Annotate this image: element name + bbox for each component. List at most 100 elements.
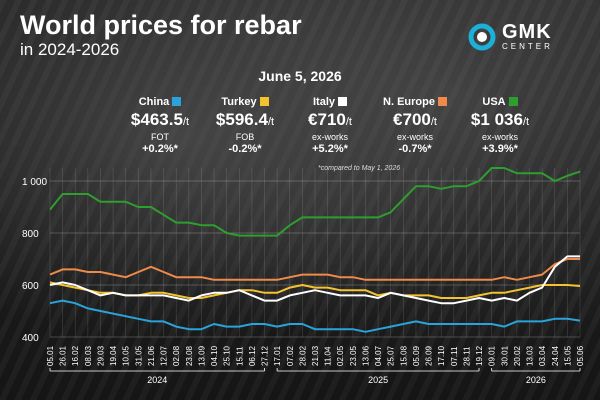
legend-basis: ex-works (311, 132, 348, 142)
x-tick-label: 25.07 (387, 345, 396, 366)
legend-price-value: 596.4 (225, 110, 268, 129)
x-tick-label: 19.04 (109, 345, 118, 366)
x-tick-label: 07.02 (286, 345, 295, 366)
x-tick-label: 21.06 (147, 345, 156, 366)
x-tick-label: 30.01 (500, 345, 509, 366)
legend-name: Turkey (190, 96, 300, 108)
legend-name-text: Turkey (221, 96, 257, 108)
legend-basis: FOT (151, 132, 169, 142)
legend-swatch (338, 97, 347, 106)
logo-icon (468, 23, 496, 51)
legend-unit: /t (430, 116, 437, 128)
legend-change: +5.2%* (312, 143, 348, 155)
year-label: 2025 (368, 375, 388, 385)
x-tick-label: 23.05 (349, 345, 358, 366)
comparison-note: *compared to May 1, 2026 (318, 165, 401, 172)
x-tick-label: 13.09 (197, 345, 206, 366)
page-title: World prices for rebar (20, 10, 302, 40)
series-line-n-europe (49, 258, 580, 281)
x-tick-label: 13.06 (361, 345, 370, 366)
series-line-china (49, 299, 581, 333)
x-tick-label: 15.08 (399, 345, 408, 366)
x-tick-label: 21.03 (311, 345, 320, 366)
x-tick-label: 10.05 (122, 345, 131, 366)
legend-change: +3.9%* (482, 143, 518, 155)
legend-name-text: Italy (312, 96, 335, 108)
legend-swatch (172, 97, 182, 106)
legend-price: $463.5/t (105, 110, 215, 132)
legend-name-text: N. Europe (383, 96, 435, 108)
x-tick-label: 04.10 (210, 345, 219, 366)
logo-main-text: GMK (502, 21, 552, 43)
x-tick-label: 31.05 (134, 345, 143, 366)
x-tick-label: 20.02 (513, 345, 522, 366)
report-date: June 5, 2026 (258, 68, 342, 84)
series-line-italy (49, 255, 580, 305)
legend-swatch (508, 97, 518, 106)
legend-item-n-europe: N. Europe €700/t ex-works -0.7%* (360, 96, 470, 156)
legend-price-value: 700 (402, 110, 431, 129)
y-tick-label: 1 000 (22, 177, 47, 188)
x-tick-label: 05.09 (412, 345, 421, 366)
x-tick-label: 26.01 (59, 345, 68, 366)
x-tick-label: 23.08 (185, 345, 194, 366)
x-tick-label: 28.11 (462, 346, 471, 366)
x-tick-label: 25.10 (223, 345, 232, 366)
logo-core (477, 32, 487, 42)
legend-currency: $ (130, 110, 141, 129)
x-tick-label: 05.06 (576, 345, 585, 366)
legend-change: +0.2%* (142, 143, 178, 155)
page-subtitle: in 2024-2026 (20, 40, 120, 59)
legend-name-text: China (138, 96, 170, 108)
x-tick-label: 24.04 (551, 345, 560, 366)
series-line-usa (49, 167, 581, 237)
x-tick-label: 29.03 (96, 345, 105, 366)
legend-basis: ex-works (481, 132, 518, 142)
y-tick-label: 600 (22, 281, 39, 292)
legend-currency: $ (215, 110, 226, 129)
x-tick-label: 04.07 (374, 345, 383, 366)
legend-item-china: China $463.5/t FOT +0.2%* (105, 96, 215, 156)
legend-unit: /t (267, 116, 275, 128)
legend-basis: ex-works (396, 132, 433, 142)
x-tick-label: 06.12 (248, 345, 257, 366)
legend-price-value: 710 (317, 110, 346, 129)
year-label: 2024 (147, 375, 167, 385)
x-tick-label: 08.03 (84, 345, 93, 366)
legend-swatch (259, 97, 269, 106)
x-tick-label: 02.08 (172, 345, 181, 366)
x-tick-label: 19.12 (475, 345, 484, 366)
legend-currency: $ (470, 110, 481, 129)
y-tick-label: 800 (22, 229, 39, 240)
legend-item-italy: Italy €710/t ex-works +5.2%* (275, 96, 385, 156)
legend-unit: /t (182, 116, 190, 128)
x-tick-label: 15.11 (235, 346, 244, 366)
x-tick-label: 17.01 (273, 345, 282, 366)
legend-name-text: USA (482, 96, 506, 108)
x-tick-label: 16.02 (71, 345, 80, 366)
x-tick-label: 03.04 (538, 345, 547, 366)
logo-ring (468, 23, 496, 51)
x-tick-label: 27.12 (261, 345, 270, 366)
legend-unit: /t (522, 116, 530, 128)
legend-unit: /t (345, 116, 352, 128)
legend-price: €710/t (275, 110, 385, 132)
legend-name: N. Europe (360, 96, 470, 108)
logo-sub-text: CENTER (502, 42, 553, 51)
legend-currency: € (393, 110, 403, 129)
legend-name: Italy (275, 96, 385, 108)
y-tick-label: 400 (22, 333, 39, 344)
x-tick-label: 09.01 (488, 345, 497, 366)
legend-price: €700/t (360, 110, 470, 132)
x-tick-label: 26.09 (425, 345, 434, 366)
legend-price: $596.4/t (190, 110, 300, 132)
legend-change: -0.2%* (228, 143, 262, 155)
logo: GMK CENTER (468, 22, 553, 52)
legend-currency: € (308, 110, 318, 129)
x-tick-label: 11.04 (324, 346, 333, 366)
legend-name: USA (445, 96, 555, 108)
legend-name: China (105, 96, 215, 108)
legend-item-usa: USA $1 036/t ex-works +3.9%* (445, 96, 555, 156)
